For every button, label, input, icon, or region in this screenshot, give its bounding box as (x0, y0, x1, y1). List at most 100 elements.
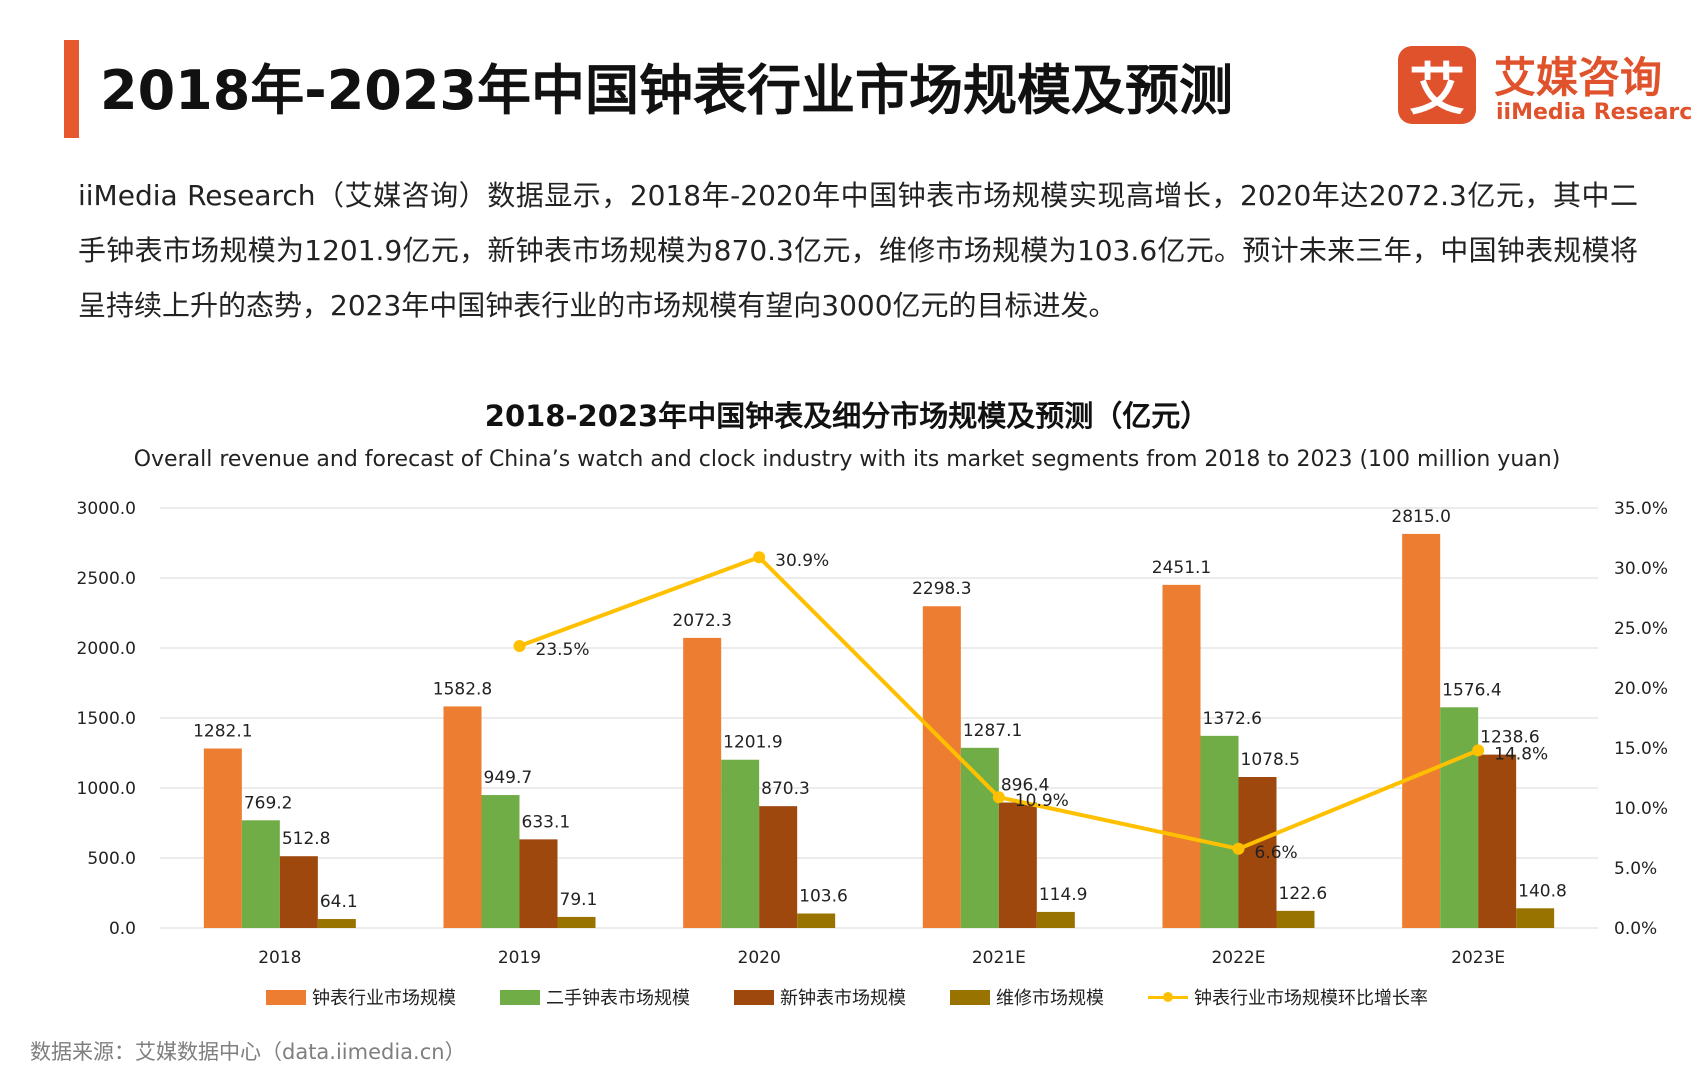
bar-1-5 (1440, 707, 1479, 928)
y-left-tick-label: 2000.0 (77, 639, 136, 659)
bar-3-1 (557, 916, 596, 928)
bar-value-label: 512.8 (282, 829, 331, 849)
legend-swatch-second-hand (500, 989, 540, 1005)
bar-2-0 (279, 856, 318, 928)
growth-rate-label: 23.5% (536, 640, 590, 660)
bar-value-label: 2451.1 (1152, 558, 1211, 578)
bar-value-label: 769.2 (244, 793, 293, 813)
bar-value-label: 1576.4 (1442, 680, 1501, 700)
bar-0-2 (683, 637, 722, 928)
bar-2-2 (759, 806, 798, 928)
y-right-tick-label: 20.0% (1614, 679, 1668, 699)
bar-0-5 (1402, 533, 1441, 928)
y-right-tick-label: 30.0% (1614, 559, 1668, 579)
y-right-tick-label: 35.0% (1614, 499, 1668, 519)
bar-3-5 (1516, 908, 1555, 928)
bar-value-label: 122.6 (1279, 884, 1328, 904)
bar-0-3 (922, 606, 961, 928)
y-left-tick-label: 0.0 (109, 919, 136, 939)
bar-value-label: 1282.1 (193, 722, 252, 742)
y-right-tick-label: 5.0% (1614, 859, 1657, 879)
x-tick-label: 2020 (738, 948, 781, 968)
bar-value-label: 633.1 (522, 812, 571, 832)
legend-swatch-total (266, 989, 306, 1005)
x-tick-label: 2022E (1211, 948, 1265, 968)
bar-2-5 (1478, 754, 1517, 928)
legend-item-growth-rate: 钟表行业市场规模环比增长率 (1148, 984, 1428, 1010)
bar-2-1 (519, 839, 558, 928)
bar-3-0 (317, 919, 356, 928)
legend-label-second-hand: 二手钟表市场规模 (546, 988, 690, 1009)
x-tick-label: 2018 (258, 948, 301, 968)
legend-item-second-hand: 二手钟表市场规模 (500, 984, 690, 1010)
growth-rate-point (753, 551, 766, 564)
bar-1-2 (721, 759, 760, 928)
x-tick-label: 2021E (972, 948, 1026, 968)
bar-value-label: 1238.6 (1480, 728, 1539, 748)
bar-3-2 (797, 913, 836, 928)
chart-legend: 钟表行业市场规模 二手钟表市场规模 新钟表市场规模 维修市场规模 钟表行业市场规… (0, 984, 1694, 1010)
bar-value-label: 870.3 (761, 779, 810, 799)
bar-value-label: 1287.1 (963, 721, 1022, 741)
legend-label-growth-rate: 钟表行业市场规模环比增长率 (1194, 988, 1428, 1009)
growth-rate-label: 14.8% (1494, 744, 1548, 764)
summary-paragraph: iiMedia Research（艾媒咨询）数据显示，2018年-2020年中国… (78, 179, 1638, 322)
bar-value-label: 1582.8 (433, 679, 492, 699)
title-accent-bar (64, 40, 79, 138)
bar-2-3 (998, 802, 1037, 928)
growth-rate-label: 30.9% (775, 551, 829, 571)
bar-0-4 (1162, 584, 1201, 928)
growth-rate-label: 6.6% (1255, 843, 1298, 863)
bar-1-1 (481, 795, 520, 928)
bar-value-label: 64.1 (320, 892, 358, 912)
y-left-tick-label: 3000.0 (77, 499, 136, 519)
chart-subtitle: Overall revenue and forecast of China’s … (133, 447, 1561, 472)
growth-rate-point (513, 640, 526, 652)
bar-value-label: 949.7 (484, 768, 533, 788)
y-left-tick-label: 500.0 (87, 849, 136, 869)
y-right-tick-label: 25.0% (1614, 619, 1668, 639)
bar-value-label: 79.1 (560, 890, 598, 910)
data-source: 数据来源：艾媒数据中心（data.iimedia.cn） (30, 1040, 466, 1064)
legend-line-growth-rate (1148, 990, 1188, 1005)
bar-value-label: 103.6 (799, 886, 848, 906)
logo-chinese-name: 艾媒咨询 (1494, 53, 1663, 102)
y-right-tick-label: 0.0% (1614, 919, 1657, 939)
bar-value-label: 114.9 (1039, 885, 1088, 905)
legend-label-new: 新钟表市场规模 (780, 988, 906, 1009)
chart-title: 2018-2023年中国钟表及细分市场规模及预测（亿元） (484, 399, 1210, 433)
bar-value-label: 1078.5 (1241, 750, 1300, 770)
growth-rate-point (992, 791, 1005, 804)
bar-3-4 (1276, 910, 1315, 928)
growth-rate-label: 10.9% (1015, 791, 1069, 811)
bar-value-label: 140.8 (1518, 881, 1567, 901)
legend-item-repair: 维修市场规模 (950, 984, 1104, 1010)
bar-0-1 (443, 706, 482, 928)
bar-1-0 (241, 820, 280, 928)
bar-3-3 (1036, 911, 1075, 928)
legend-item-total: 钟表行业市场规模 (266, 984, 456, 1010)
legend-swatch-new (734, 989, 774, 1005)
legend-label-repair: 维修市场规模 (996, 988, 1104, 1009)
bar-value-label: 896.4 (1001, 776, 1050, 796)
page-title: 2018年-2023年中国钟表行业市场规模及预测 (100, 59, 1233, 122)
growth-rate-point (1472, 744, 1485, 757)
y-right-tick-label: 15.0% (1614, 739, 1668, 759)
bar-value-label: 1372.6 (1203, 709, 1262, 729)
legend-swatch-repair (950, 989, 990, 1005)
y-right-tick-label: 10.0% (1614, 799, 1668, 819)
y-left-tick-label: 1500.0 (77, 709, 136, 729)
bar-1-4 (1200, 735, 1239, 928)
bar-value-label: 2072.3 (672, 611, 731, 631)
x-tick-label: 2019 (498, 948, 541, 968)
logo-mark-icon: 艾 (1398, 46, 1476, 124)
bar-1-3 (960, 747, 999, 928)
bar-value-label: 2815.0 (1391, 507, 1450, 527)
bar-0-0 (203, 748, 242, 928)
growth-rate-point (1232, 842, 1245, 855)
legend-item-new: 新钟表市场规模 (734, 984, 906, 1010)
bar-value-label: 1201.9 (723, 733, 782, 753)
logo-english-name: iiMedia Research (1496, 100, 1694, 125)
legend-label-total: 钟表行业市场规模 (312, 988, 456, 1009)
